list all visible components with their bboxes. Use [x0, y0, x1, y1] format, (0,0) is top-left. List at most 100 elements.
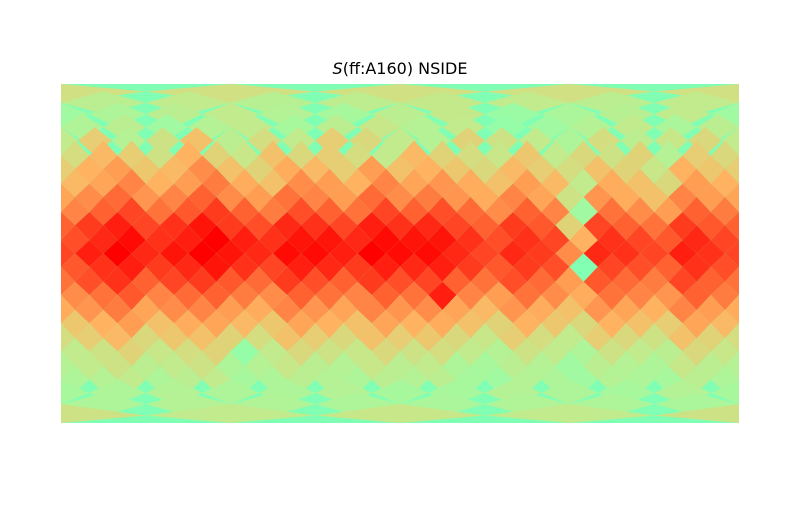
- map-pixel: [682, 197, 711, 226]
- map-pixel: [371, 102, 429, 128]
- map-pixel: [555, 212, 584, 241]
- map-pixel: [117, 310, 146, 339]
- map-pixel: [75, 323, 104, 352]
- map-pixel: [244, 266, 273, 295]
- map-pixel: [385, 323, 415, 352]
- map-pixel: [456, 168, 485, 197]
- map-pixel: [145, 310, 174, 339]
- map-pixel: [174, 140, 203, 169]
- map-pixel: [315, 140, 344, 169]
- map-pixel: [654, 168, 683, 197]
- map-pixel: [527, 351, 556, 380]
- map-pixel: [541, 168, 570, 197]
- map-pixel: [668, 351, 697, 380]
- map-pixel: [597, 168, 626, 197]
- map-pixel: [230, 197, 259, 226]
- map-pixel: [668, 155, 697, 184]
- map-pixel: [724, 212, 739, 241]
- map-pixel: [513, 197, 542, 226]
- map-pixel: [159, 351, 189, 380]
- map-pixel: [244, 212, 273, 241]
- map-pixel: [315, 84, 485, 103]
- map-pixel: [287, 140, 316, 169]
- map-pixel: [583, 351, 612, 380]
- map-pixel: [103, 351, 132, 380]
- map-pixel: [75, 240, 104, 267]
- map-pixel: [371, 225, 400, 254]
- map-pixel: [484, 225, 513, 254]
- map-pixel: [710, 379, 739, 405]
- map-pixel: [61, 127, 78, 156]
- map-pixel: [301, 183, 330, 213]
- map-pixel: [626, 140, 655, 169]
- map-pixel: [174, 225, 203, 254]
- map-pixel: [527, 183, 556, 213]
- map-pixel: [710, 168, 739, 197]
- map-pixel: [442, 183, 471, 213]
- map-pixel: [202, 338, 231, 367]
- map-pixel: [230, 168, 259, 197]
- map-pixel: [357, 155, 386, 184]
- map-pixel: [202, 281, 231, 310]
- map-pixel: [484, 127, 519, 156]
- map-pixel: [654, 197, 683, 226]
- map-pixel: [484, 168, 513, 197]
- map-pixel: [597, 310, 626, 339]
- map-pixel: [159, 294, 189, 324]
- map-pixel: [75, 155, 104, 184]
- map-pixel: [188, 183, 217, 213]
- map-pixel: [513, 140, 542, 169]
- map-pixel: [117, 197, 146, 226]
- map-pixel: [400, 168, 429, 197]
- map-pixel: [216, 155, 245, 184]
- map-pixel: [484, 281, 513, 310]
- map-pixel: [484, 338, 513, 367]
- map-pixel: [202, 379, 259, 405]
- map-pixel: [385, 266, 415, 295]
- map-pixel: [541, 338, 570, 367]
- map-pixel: [329, 155, 358, 184]
- map-pixel: [188, 212, 217, 241]
- map-pixel: [654, 253, 683, 282]
- map-pixel: [329, 183, 358, 213]
- map-pixel: [329, 323, 358, 352]
- map-pixel: [329, 351, 358, 380]
- map-pixel: [145, 392, 231, 416]
- map-pixel: [216, 183, 245, 213]
- map-pixel: [597, 281, 626, 310]
- map-pixel: [230, 310, 259, 339]
- map-pixel: [287, 253, 316, 282]
- map-pixel: [301, 351, 330, 380]
- map-pixel: [343, 197, 372, 226]
- map-pixel: [272, 294, 302, 324]
- map-pixel: [513, 253, 542, 282]
- map-pixel: [343, 140, 372, 169]
- map-pixel: [456, 310, 485, 339]
- map-pixel: [89, 281, 118, 310]
- map-pixel: [527, 323, 556, 352]
- map-pixel: [244, 294, 273, 324]
- map-pixel: [498, 155, 528, 184]
- map-pixel: [654, 338, 683, 367]
- map-pixel: [188, 351, 217, 380]
- map-pixel: [696, 351, 725, 380]
- map-pixel: [555, 155, 584, 184]
- map-pixel: [682, 253, 711, 282]
- map-pixel: [103, 155, 132, 184]
- map-pixel: [287, 168, 316, 197]
- map-pixel: [230, 338, 259, 367]
- chart-title: S(ff:A160) NSIDE: [0, 59, 800, 78]
- map-pixel: [385, 183, 415, 213]
- map-pixel: [131, 240, 160, 267]
- map-pixel: [216, 351, 245, 380]
- map-pixel: [357, 323, 386, 352]
- map-pixel: [498, 294, 528, 324]
- map-pixel: [272, 240, 302, 267]
- map-pixel: [343, 310, 372, 339]
- map-pixel: [61, 140, 90, 169]
- map-pixel: [450, 127, 485, 156]
- map-pixel: [414, 351, 443, 380]
- map-pixel: [611, 183, 641, 213]
- map-pixel: [470, 266, 499, 295]
- map-pixel: [597, 197, 626, 226]
